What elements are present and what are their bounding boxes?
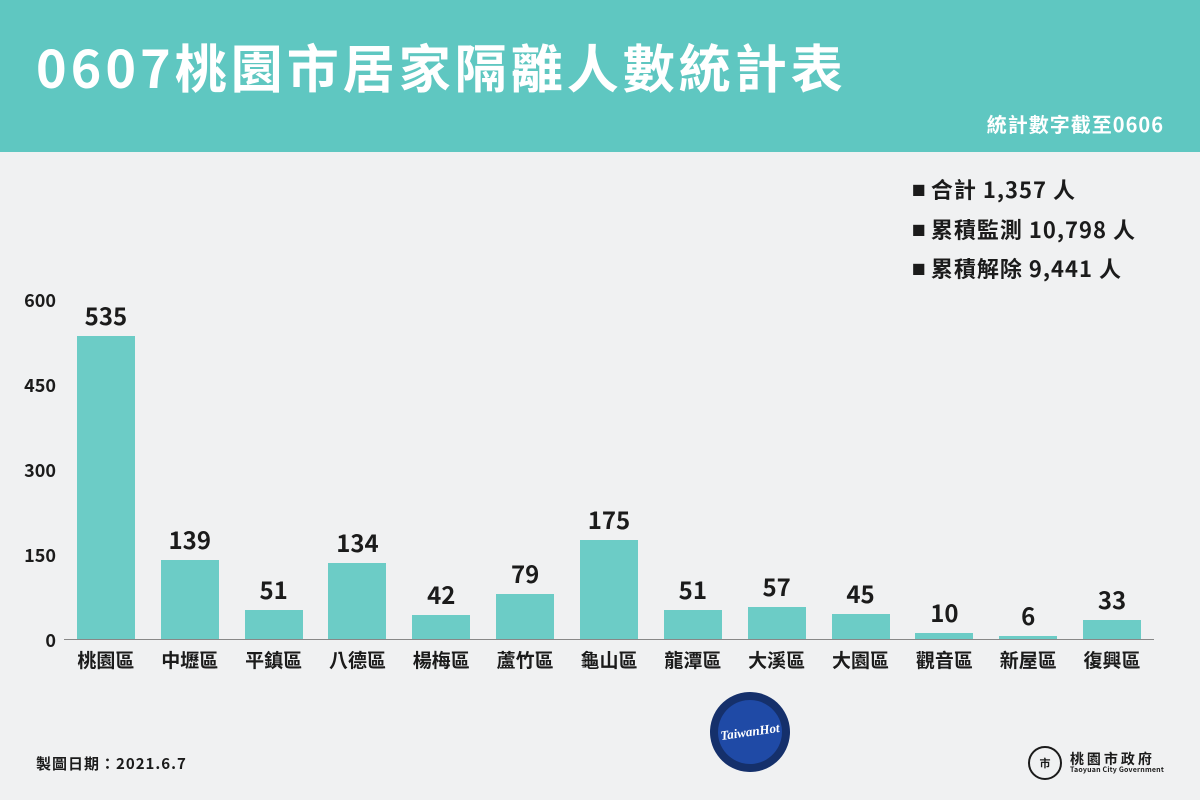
bar-value-label: 33 <box>1098 581 1126 616</box>
x-axis-label: 大園區 <box>819 646 903 673</box>
bar-slot: 33 <box>1070 581 1154 639</box>
summary-released: 累積解除 9,441 人 <box>912 249 1136 289</box>
summary-legend: 合計 1,357 人 累積監測 10,798 人 累積解除 9,441 人 <box>912 170 1136 289</box>
bar-slot: 6 <box>986 597 1070 639</box>
x-axis-label: 中壢區 <box>148 646 232 673</box>
y-axis: 0150300450600 <box>14 300 64 640</box>
bar-chart: 0150300450600 53513951134427917551574510… <box>64 300 1154 680</box>
bar-slot: 134 <box>316 524 400 639</box>
x-axis-label: 蘆竹區 <box>483 646 567 673</box>
bar-slot: 535 <box>64 297 148 639</box>
x-axis-label: 復興區 <box>1070 646 1154 673</box>
bar-value-label: 535 <box>85 297 127 332</box>
x-axis-label: 新屋區 <box>986 646 1070 673</box>
footer-date: 製圖日期：2021.6.7 <box>36 753 187 774</box>
x-axis-label: 龜山區 <box>567 646 651 673</box>
header-banner: 0607桃園市居家隔離人數統計表 統計數字截至0606 <box>0 0 1200 152</box>
bar-value-label: 45 <box>846 575 874 610</box>
bar-rect <box>580 540 638 639</box>
x-axis-label: 龍潭區 <box>651 646 735 673</box>
gov-seal-icon: 市 <box>1028 746 1062 780</box>
bar-rect <box>664 610 722 639</box>
bar-slot: 51 <box>651 571 735 639</box>
x-axis-label: 八德區 <box>316 646 400 673</box>
bar-value-label: 139 <box>169 521 211 556</box>
x-axis-label: 大溪區 <box>735 646 819 673</box>
bar-slot: 79 <box>483 555 567 639</box>
bar-slot: 10 <box>902 594 986 639</box>
x-axis-label: 平鎮區 <box>232 646 316 673</box>
bar-value-label: 134 <box>336 524 378 559</box>
footer-government: 市 桃園市政府 Taoyuan City Government <box>1028 746 1164 780</box>
gov-text: 桃園市政府 Taoyuan City Government <box>1070 752 1164 774</box>
summary-monitored-value: 10,798 <box>1029 213 1107 245</box>
gov-name-en: Taoyuan City Government <box>1070 767 1164 774</box>
bar-slot: 175 <box>567 501 651 639</box>
x-axis-label: 楊梅區 <box>399 646 483 673</box>
summary-released-value: 9,441 <box>1029 252 1093 284</box>
bar-slot: 139 <box>148 521 232 639</box>
summary-total-label: 合計 <box>931 173 977 205</box>
bar-rect <box>77 336 135 639</box>
bar-value-label: 51 <box>259 571 287 606</box>
bar-rect <box>412 615 470 639</box>
y-tick: 300 <box>24 457 56 483</box>
bar-rect <box>245 610 303 639</box>
bar-rect <box>1083 620 1141 639</box>
page-subtitle: 統計數字截至0606 <box>36 109 1164 138</box>
watermark-badge: TaiwanHot <box>705 687 795 777</box>
summary-total-value: 1,357 <box>983 173 1047 205</box>
summary-total-unit: 人 <box>1053 173 1076 205</box>
x-axis-label: 桃園區 <box>64 646 148 673</box>
summary-monitored-unit: 人 <box>1113 213 1136 245</box>
x-axis-labels: 桃園區中壢區平鎮區八德區楊梅區蘆竹區龜山區龍潭區大溪區大園區觀音區新屋區復興區 <box>64 646 1154 673</box>
page-title: 0607桃園市居家隔離人數統計表 <box>36 28 1164 103</box>
bar-value-label: 175 <box>588 501 630 536</box>
bar-rect <box>832 614 890 640</box>
summary-total: 合計 1,357 人 <box>912 170 1136 210</box>
bar-rect <box>496 594 554 639</box>
y-tick: 0 <box>45 627 56 653</box>
bar-value-label: 51 <box>679 571 707 606</box>
bar-rect <box>915 633 973 639</box>
summary-monitored-label: 累積監測 <box>931 213 1023 245</box>
bar-slot: 57 <box>735 568 819 639</box>
bar-slot: 42 <box>399 576 483 639</box>
bars-container: 535 139 51 134 42 79 175 51 57 45 10 6 33 <box>64 299 1154 639</box>
bar-slot: 51 <box>232 571 316 639</box>
plot-area: 535 139 51 134 42 79 175 51 57 45 10 6 33 <box>64 300 1154 640</box>
y-tick: 450 <box>24 372 56 398</box>
watermark-text: TaiwanHot <box>714 696 786 768</box>
bar-rect <box>999 636 1057 639</box>
summary-released-unit: 人 <box>1099 252 1122 284</box>
bar-slot: 45 <box>819 575 903 640</box>
x-axis-label: 觀音區 <box>902 646 986 673</box>
summary-released-label: 累積解除 <box>931 252 1023 284</box>
y-tick: 150 <box>24 542 56 568</box>
summary-monitored: 累積監測 10,798 人 <box>912 210 1136 250</box>
bar-value-label: 10 <box>930 594 958 629</box>
bar-rect <box>748 607 806 639</box>
bar-value-label: 57 <box>763 568 791 603</box>
bar-rect <box>328 563 386 639</box>
y-tick: 600 <box>24 287 56 313</box>
bar-rect <box>161 560 219 639</box>
bar-value-label: 42 <box>427 576 455 611</box>
bar-value-label: 6 <box>1021 597 1035 632</box>
bar-value-label: 79 <box>511 555 539 590</box>
